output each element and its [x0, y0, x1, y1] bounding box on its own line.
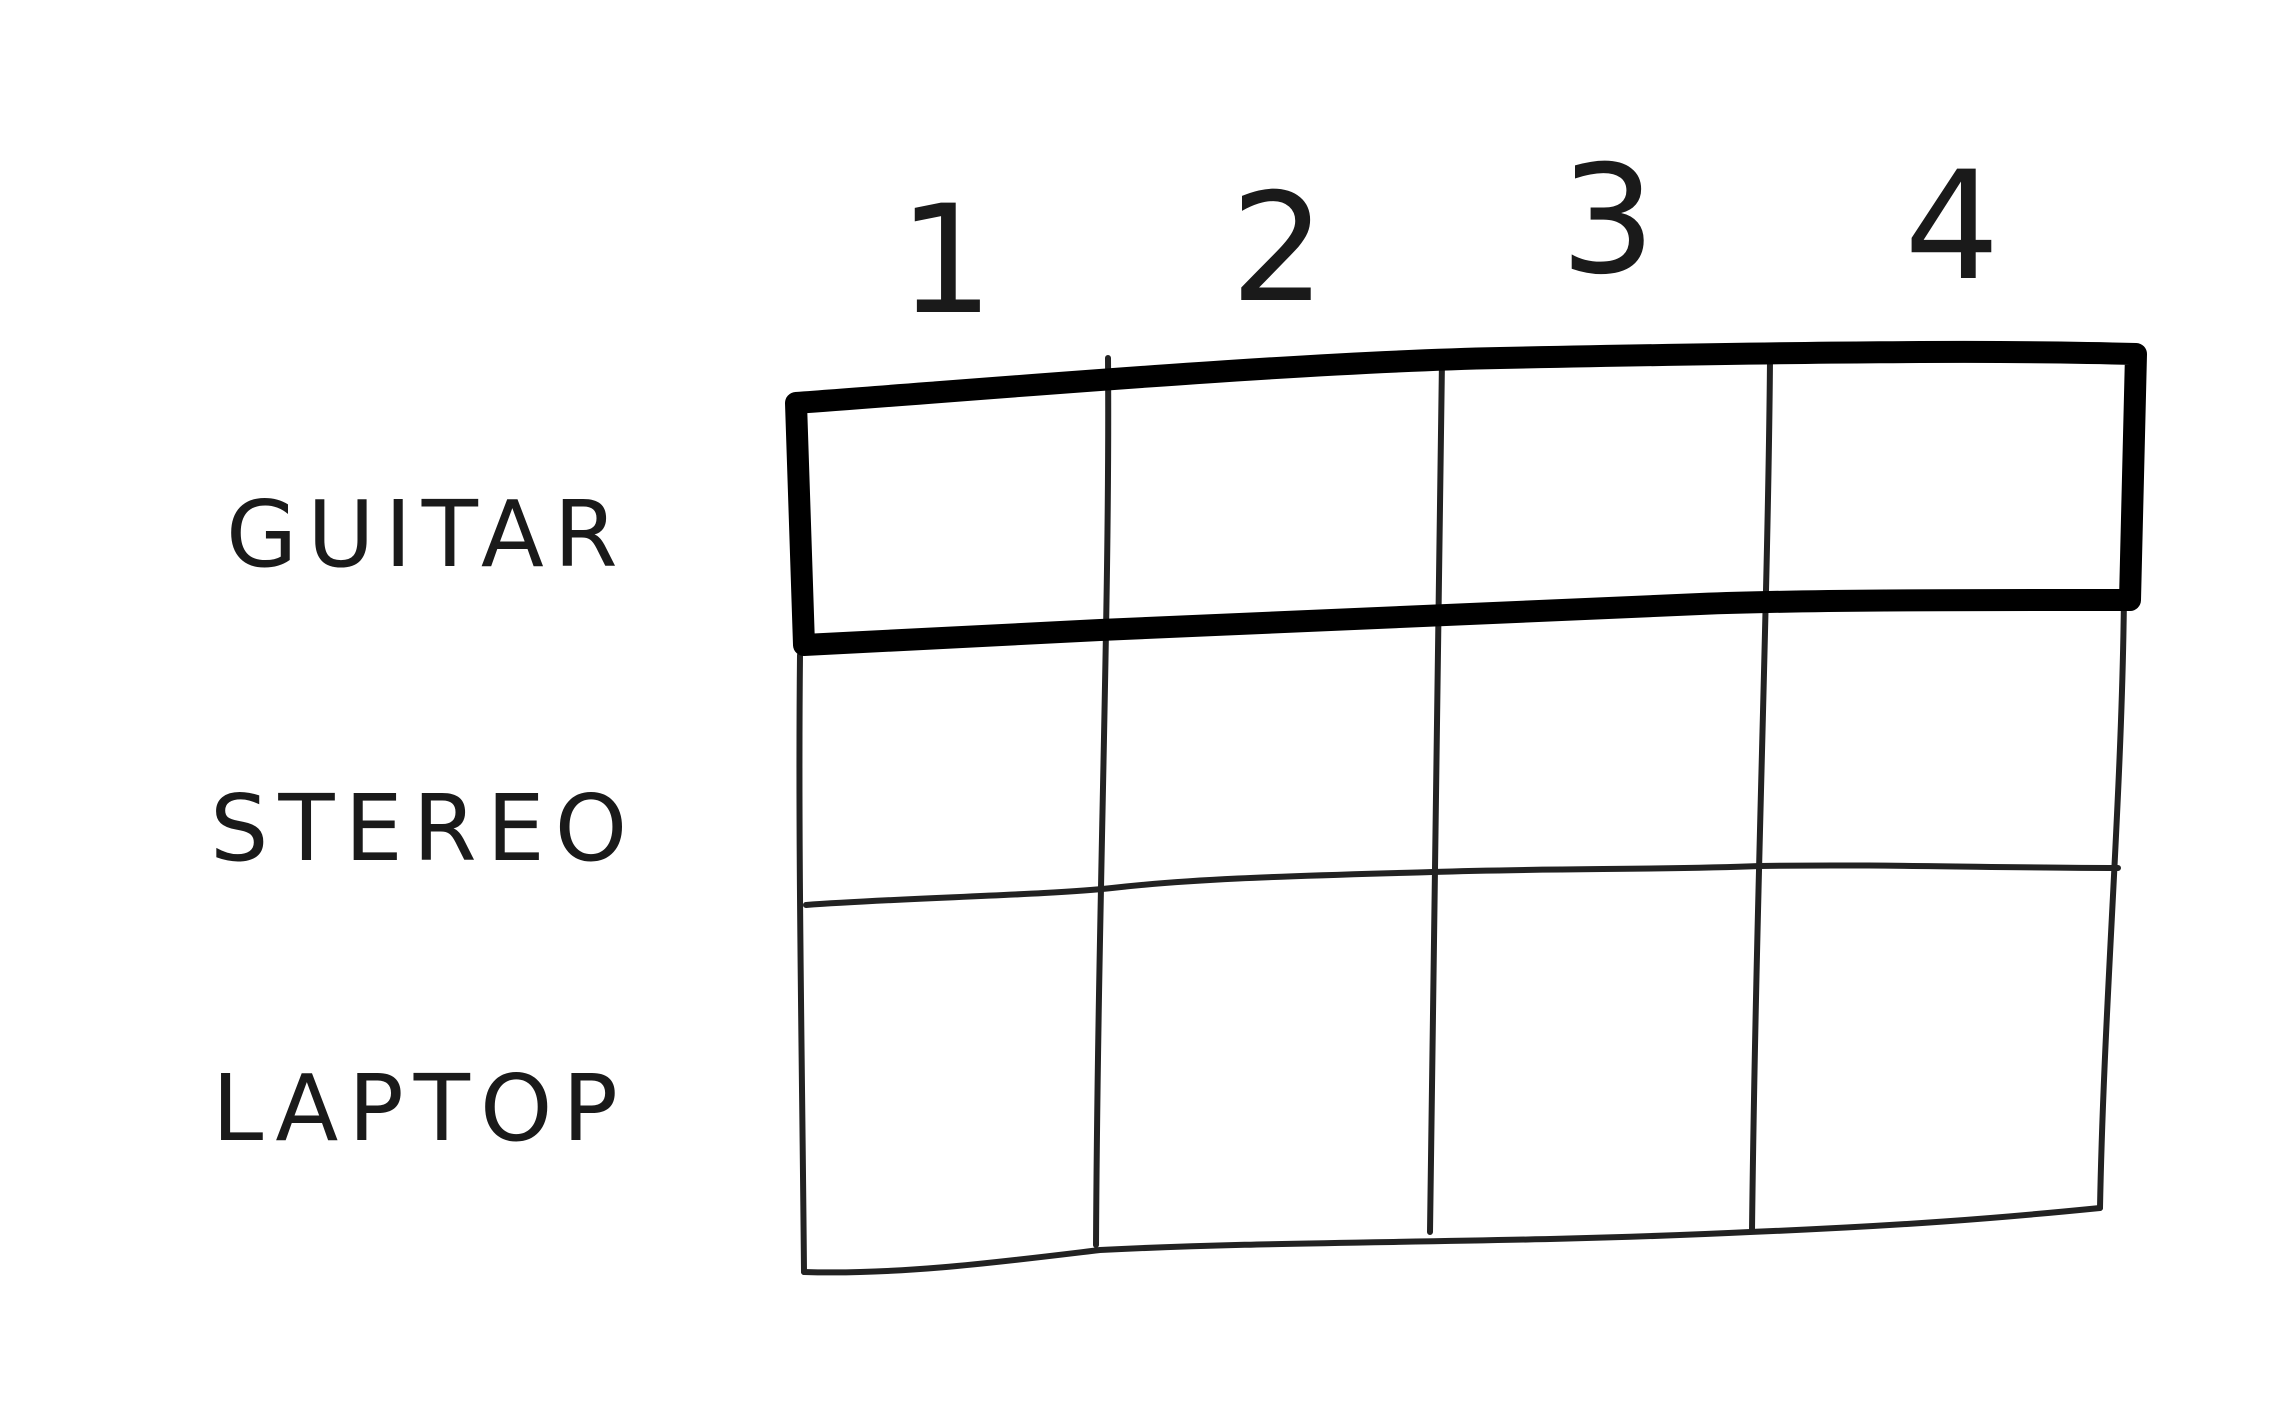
grid-right-edge: [2097, 592, 2127, 1211]
grid-col-divider-2-3: [1427, 357, 1445, 1235]
grid-bottom-edge: [801, 1205, 2103, 1276]
row-label: GUITAR: [226, 481, 628, 588]
column-label: 3: [1560, 134, 1655, 308]
column-label: 1: [898, 174, 993, 348]
highlighted-row-border: [785, 340, 2147, 656]
row-label: STEREO: [210, 775, 637, 882]
grid-left-edge: [796, 652, 807, 1275]
grid-row-divider-stereo-laptop: [803, 862, 2121, 908]
column-label: 2: [1230, 162, 1325, 336]
grid-col-divider-3-4: [1749, 357, 1773, 1233]
row-labels: GUITAR STEREO LAPTOP: [210, 481, 637, 1162]
column-label: 4: [1904, 140, 1999, 314]
column-labels: 1 2 3 4: [898, 134, 1999, 348]
grid-col-divider-1-2: [1093, 355, 1112, 1248]
grid-lines: [796, 355, 2127, 1276]
row-label: LAPTOP: [212, 1055, 628, 1162]
